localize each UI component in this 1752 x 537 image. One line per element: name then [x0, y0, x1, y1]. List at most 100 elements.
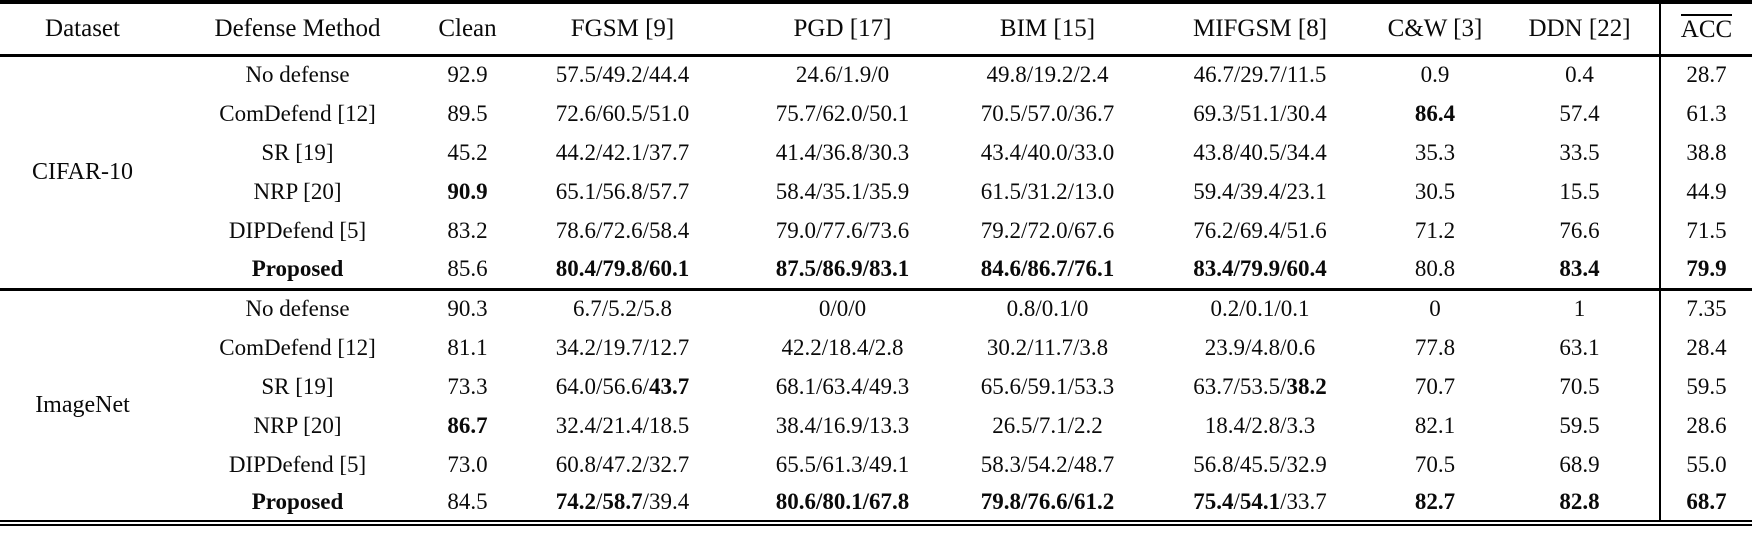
value-cell-pgd: 41.4/36.8/30.3 [740, 133, 945, 172]
value-cell-ddn: 57.4 [1500, 94, 1660, 133]
value-segment: 81.1 [447, 334, 488, 360]
col-header-label: BIM [15] [999, 14, 1096, 42]
defense-method-label: SR [19] [261, 373, 334, 399]
col-header-clean: Clean [430, 2, 505, 57]
value-segment: 64.0/56.6/ [555, 373, 650, 399]
group-cifar10: CIFAR-10 No defense 92.9 57.5/49.2/44.4 24.6… [0, 55, 1752, 289]
value-cell-acc: 79.9 [1659, 250, 1752, 289]
value-cell-ddn: 68.9 [1500, 445, 1660, 484]
value-segment: 42.2/18.4/2.8 [781, 334, 904, 360]
value-segment: 38.2 [1286, 373, 1327, 399]
value-cell-acc: 28.4 [1659, 328, 1752, 367]
value-cell-acc: 44.9 [1659, 172, 1752, 211]
value-segment: 56.8/45.5/32.9 [1193, 451, 1327, 477]
value-segment: 82.1 [1414, 412, 1456, 438]
value-segment: 38.4/16.9/13.3 [775, 412, 910, 438]
col-header-label: Clean [438, 14, 497, 42]
table-row: Proposed 85.6 80.4/79.8/60.1 87.5/86.9/83.1… [0, 250, 1752, 289]
value-segment: 46.7/29.7/11.5 [1193, 62, 1327, 88]
value-segment: 35.3 [1414, 139, 1456, 165]
value-cell-cw: 30.5 [1370, 172, 1500, 211]
value-cell-fgsm: 32.4/21.4/18.5 [505, 406, 740, 445]
value-cell-fgsm: 34.2/19.7/12.7 [505, 328, 740, 367]
value-segment: 43.8/40.5/34.4 [1193, 139, 1327, 165]
value-cell-acc: 28.6 [1659, 406, 1752, 445]
value-segment: 73.3 [447, 373, 488, 399]
value-cell-bim: 49.8/19.2/2.4 [945, 55, 1150, 94]
table-row: NRP [20] 90.9 65.1/56.8/57.7 58.4/35.1/35.9… [0, 172, 1752, 211]
value-cell-fgsm: 64.0/56.6/43.7 [505, 367, 740, 406]
value-cell-mifgsm: 83.4/79.9/60.4 [1150, 250, 1370, 289]
value-cell-bim: 84.6/86.7/76.1 [945, 250, 1150, 289]
value-segment: 43.4/40.0/33.0 [980, 139, 1115, 165]
value-segment: 83.4 [1559, 255, 1600, 281]
value-segment: 65.1/56.8/57.7 [555, 178, 690, 204]
value-segment: 83.4/79.9/60.4 [1193, 255, 1327, 281]
value-cell-clean: 90.9 [430, 172, 505, 211]
value-segment: 60.8/47.2/32.7 [555, 451, 690, 477]
value-segment: 70.5/57.0/36.7 [980, 100, 1115, 126]
value-cell-clean: 45.2 [430, 133, 505, 172]
value-segment: 61.5/31.2/13.0 [980, 178, 1115, 204]
value-cell-pgd: 38.4/16.9/13.3 [740, 406, 945, 445]
value-segment: 68.9 [1559, 451, 1600, 477]
value-segment: 30.5 [1414, 178, 1456, 204]
value-segment: 75.4 [1193, 489, 1234, 514]
value-segment: 41.4/36.8/30.3 [775, 139, 910, 165]
col-header-label: C&W [3] [1387, 14, 1483, 42]
value-cell-cw: 0.9 [1370, 55, 1500, 94]
value-segment: 90.3 [447, 296, 488, 322]
value-cell-cw: 82.1 [1370, 406, 1500, 445]
value-segment: /39.4 [642, 489, 690, 514]
value-segment: 75.7/62.0/50.1 [775, 100, 910, 126]
value-segment: 82.7 [1414, 489, 1456, 514]
value-segment: / [595, 489, 603, 514]
col-header-method: Defense Method [165, 2, 430, 57]
value-cell-mifgsm: 46.7/29.7/11.5 [1150, 55, 1370, 94]
value-segment: 49.8/19.2/2.4 [986, 62, 1109, 88]
value-cell-fgsm: 6.7/5.2/5.8 [505, 289, 740, 328]
value-cell-pgd: 0/0/0 [740, 289, 945, 328]
value-segment: 23.9/4.8/0.6 [1204, 334, 1316, 360]
col-header-cw: C&W [3] [1370, 2, 1500, 57]
value-cell-cw: 86.4 [1370, 94, 1500, 133]
table-row: ComDefend [12] 81.1 34.2/19.7/12.7 42.2/18.… [0, 328, 1752, 367]
value-segment: 0.9 [1420, 62, 1450, 88]
value-cell-ddn: 0.4 [1500, 55, 1660, 94]
value-segment: 72.6/60.5/51.0 [555, 100, 690, 126]
value-cell-pgd: 65.5/61.3/49.1 [740, 445, 945, 484]
value-cell-clean: 92.9 [430, 55, 505, 94]
value-cell-bim: 26.5/7.1/2.2 [945, 406, 1150, 445]
value-cell-pgd: 87.5/86.9/83.1 [740, 250, 945, 289]
value-cell-pgd: 80.6/80.1/67.8 [740, 484, 945, 523]
value-cell-pgd: 68.1/63.4/49.3 [740, 367, 945, 406]
value-segment: 54.1 [1239, 489, 1281, 514]
value-cell-bim: 70.5/57.0/36.7 [945, 94, 1150, 133]
value-segment: 77.8 [1414, 334, 1456, 360]
defense-method-label: SR [19] [261, 139, 334, 165]
value-cell-clean: 86.7 [430, 406, 505, 445]
value-cell-pgd: 24.6/1.9/0 [740, 55, 945, 94]
value-cell-ddn: 82.8 [1500, 484, 1660, 523]
col-header-label: MIFGSM [8] [1192, 14, 1328, 42]
value-cell-pgd: 58.4/35.1/35.9 [740, 172, 945, 211]
value-cell-cw: 0 [1370, 289, 1500, 328]
value-segment: 55.0 [1686, 451, 1727, 477]
value-segment: 80.6/80.1/67.8 [775, 489, 910, 514]
value-cell-acc: 61.3 [1659, 94, 1752, 133]
value-segment: 44.9 [1686, 178, 1727, 204]
col-header-label: Dataset [45, 14, 120, 42]
value-cell-fgsm: 44.2/42.1/37.7 [505, 133, 740, 172]
value-segment: 69.3/51.1/30.4 [1193, 100, 1327, 126]
value-segment: 59.4/39.4/23.1 [1193, 178, 1327, 204]
value-segment: 32.4/21.4/18.5 [555, 412, 690, 438]
col-header-label: DDN [22] [1528, 14, 1631, 42]
dataset-label: ImageNet [35, 391, 130, 418]
defense-method-label: DIPDefend [5] [228, 451, 367, 477]
col-header-pgd: PGD [17] [740, 2, 945, 57]
value-cell-bim: 61.5/31.2/13.0 [945, 172, 1150, 211]
defense-method-label: NRP [20] [253, 412, 342, 438]
value-segment: 0.4 [1565, 62, 1594, 88]
value-segment: 87.5/86.9/83.1 [775, 255, 910, 281]
